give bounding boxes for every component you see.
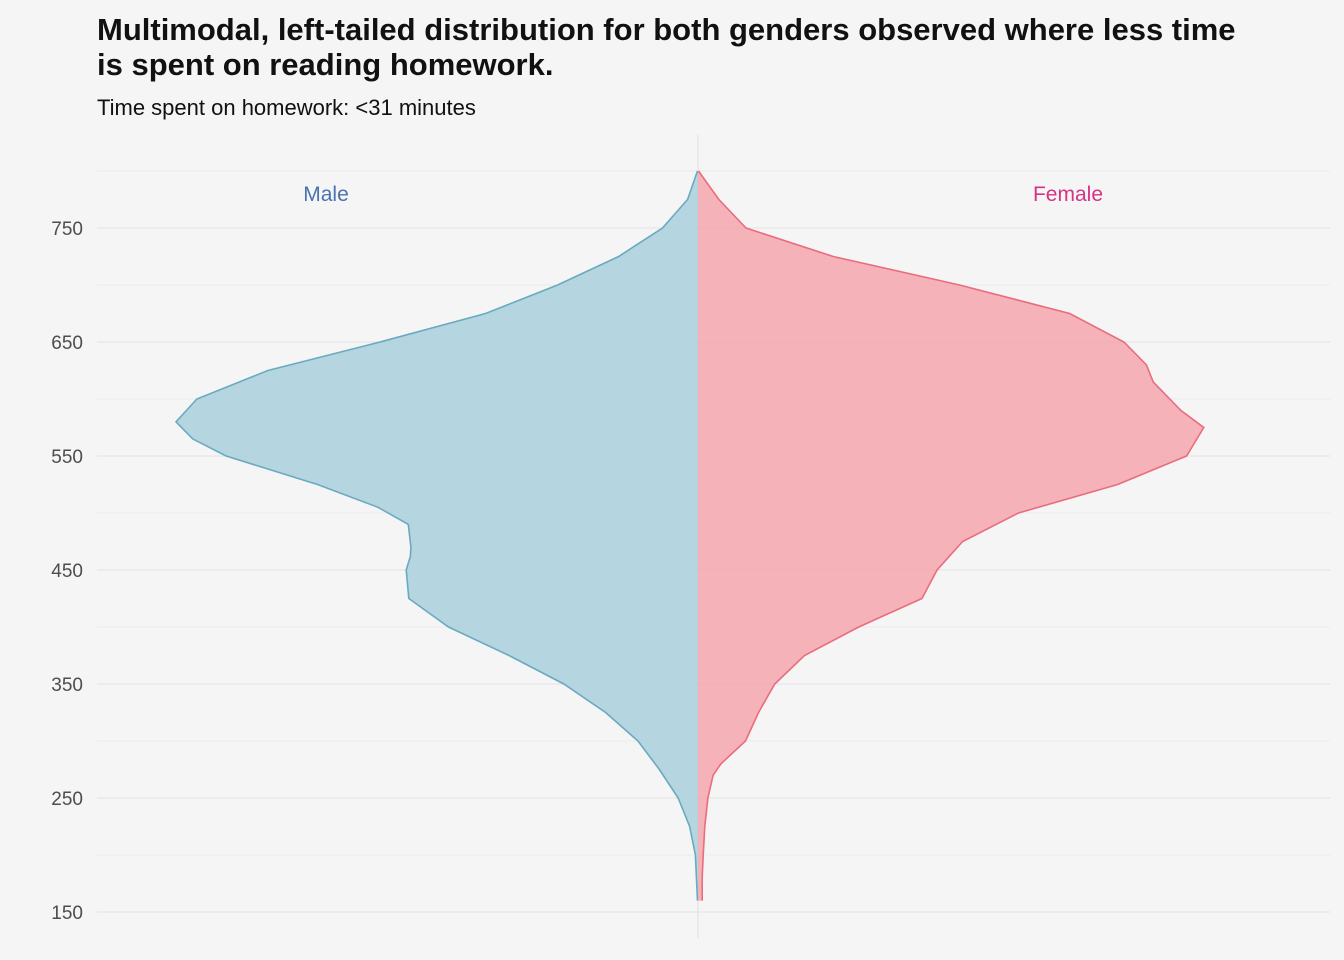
- chart-title: Multimodal, left-tailed distribution for…: [97, 12, 1236, 82]
- female-density-outline: [697, 170, 1205, 901]
- y-tick-label: 250: [51, 789, 83, 810]
- series-labels: Male Female: [303, 183, 1103, 206]
- male-label: Male: [303, 183, 349, 206]
- y-tick-label: 450: [51, 561, 83, 582]
- chart-subtitle: Time spent on homework: <31 minutes: [97, 95, 476, 120]
- y-tick-label: 750: [51, 219, 83, 240]
- male-density-outline: [174, 170, 699, 901]
- y-tick-label: 350: [51, 675, 83, 696]
- y-axis: 150 250 350 450 550 650 750: [51, 219, 83, 924]
- y-tick-label: 150: [51, 903, 83, 924]
- y-tick-label: 650: [51, 333, 83, 354]
- y-tick-label: 550: [51, 447, 83, 468]
- male-density-area: [176, 171, 698, 901]
- female-label: Female: [1033, 183, 1103, 206]
- series-layer: [174, 170, 1205, 901]
- female-density-area: [698, 171, 1204, 901]
